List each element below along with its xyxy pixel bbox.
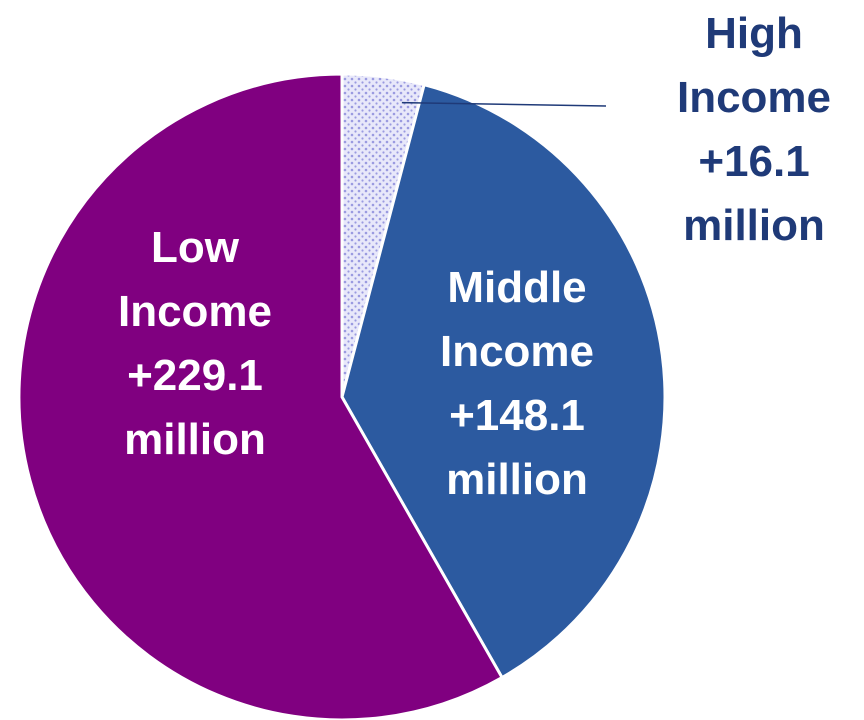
slice-label-line: High — [705, 9, 803, 58]
slice-label-line: Middle — [447, 263, 586, 312]
slice-label-line: +229.1 — [127, 351, 263, 400]
slice-label-line: +16.1 — [698, 137, 809, 186]
slice-label-line: Income — [118, 287, 272, 336]
pie-slice-middle — [340, 82, 667, 680]
slice-label-line: million — [446, 455, 588, 504]
slice-label-low: Low Income +229.1 million — [118, 223, 272, 464]
slice-label-line: Income — [677, 73, 831, 122]
slice-label-line: +148.1 — [449, 391, 585, 440]
slice-label-line: Low — [151, 223, 240, 272]
slice-label-line: Income — [440, 327, 594, 376]
leader-line-high — [401, 101, 607, 107]
slice-label-middle: Middle Income +148.1 million — [440, 263, 594, 504]
slice-label-line: million — [683, 201, 825, 250]
slice-label-high: High Income +16.1 million — [677, 9, 831, 250]
slice-label-line: million — [124, 415, 266, 464]
